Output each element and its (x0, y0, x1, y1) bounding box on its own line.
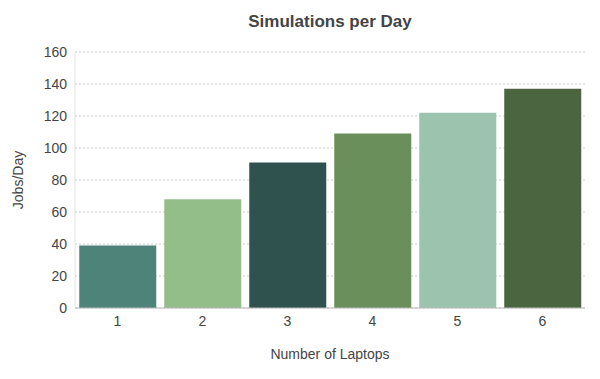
svg-text:Number of Laptops: Number of Laptops (270, 346, 389, 362)
svg-text:80: 80 (51, 172, 67, 188)
svg-text:140: 140 (44, 76, 68, 92)
svg-text:60: 60 (51, 204, 67, 220)
svg-text:3: 3 (284, 313, 292, 329)
svg-text:20: 20 (51, 268, 67, 284)
svg-text:120: 120 (44, 108, 68, 124)
svg-text:2: 2 (199, 313, 207, 329)
svg-text:1: 1 (114, 313, 122, 329)
svg-text:5: 5 (454, 313, 462, 329)
svg-text:Jobs/Day: Jobs/Day (10, 151, 26, 209)
svg-text:4: 4 (369, 313, 377, 329)
svg-text:6: 6 (539, 313, 547, 329)
svg-text:160: 160 (44, 44, 68, 60)
svg-text:100: 100 (44, 140, 68, 156)
html-text:Simulations per Day: Simulations per Day (248, 12, 412, 31)
svg-text:0: 0 (59, 300, 67, 316)
svg-text:40: 40 (51, 236, 67, 252)
